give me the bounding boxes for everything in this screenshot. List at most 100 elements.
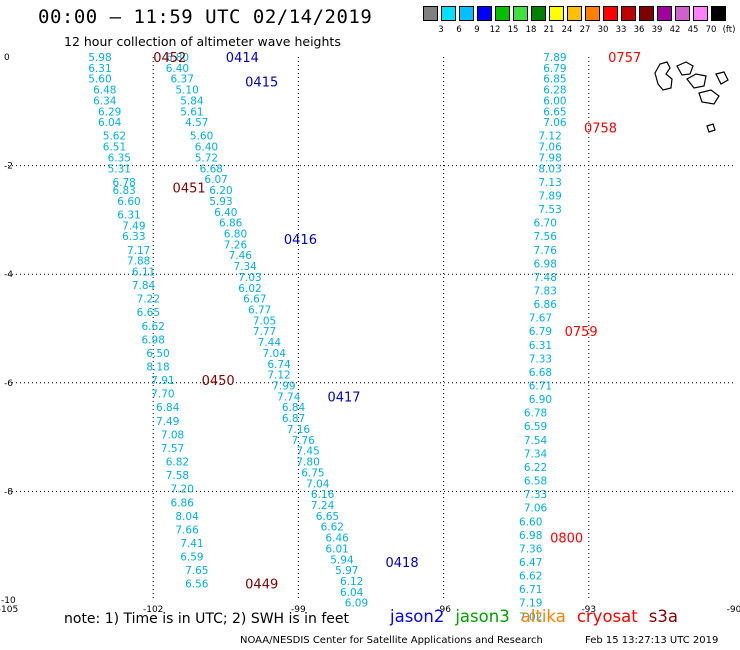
wave-height-label: 7.58 (166, 470, 189, 482)
y-tick-label: 0 (4, 53, 10, 63)
wave-height-label: 5.61 (180, 106, 203, 118)
wave-height-label: 5.72 (195, 152, 218, 164)
wave-height-label: 6.31 (529, 340, 552, 352)
legend-item: jason2 (390, 607, 445, 626)
wave-height-label: 6.83 (112, 185, 135, 197)
wave-height-label: 7.03 (238, 272, 261, 284)
wave-height-label: 6.04 (98, 117, 122, 129)
wave-height-label: 7.33 (524, 489, 547, 501)
x-tick-label: -99 (291, 605, 306, 615)
wave-height-label: 7.77 (253, 326, 276, 338)
wave-height-label: 6.16 (311, 489, 335, 501)
wave-height-label: 7.54 (524, 435, 548, 447)
scale-label: 18 (525, 25, 537, 35)
wave-height-label: 6.86 (219, 218, 243, 230)
wave-height-label: 7.05 (253, 315, 276, 327)
pass-time-label: 0800 (550, 532, 583, 547)
wave-height-label: 7.06 (543, 117, 567, 129)
wave-height-label: 5.93 (209, 196, 232, 208)
wave-height-label: 6.22 (524, 462, 547, 474)
wave-height-label: 6.50 (146, 348, 169, 360)
scale-swatch (567, 6, 582, 21)
wave-height-label: 6.31 (117, 209, 140, 221)
pass-time-label: 0415 (245, 75, 278, 90)
wave-height-label: 6.02 (238, 283, 261, 295)
wave-height-label: 6.37 (171, 74, 194, 86)
wave-height-label: 7.89 (538, 190, 561, 202)
x-tick-label: -93 (581, 605, 596, 615)
wave-height-label: 6.62 (321, 522, 344, 534)
wave-height-label: 6.40 (195, 142, 218, 154)
scale-label: 15 (507, 25, 519, 35)
generation-timestamp: Feb 15 13:27:13 UTC 2019 (585, 635, 719, 646)
scale-swatch (675, 6, 690, 21)
pass-time-label: 0759 (565, 325, 598, 340)
wave-height-label: 7.56 (534, 231, 558, 243)
wave-height-label: 8.03 (538, 163, 561, 175)
wave-height-label: 6.65 (543, 106, 566, 118)
wave-height-label: 7.24 (311, 500, 335, 512)
scale-swatch (657, 6, 672, 21)
wave-height-label: 6.78 (524, 408, 547, 420)
wave-height-label: 6.04 (340, 587, 364, 599)
island-outline (698, 89, 720, 105)
wave-height-label: 7.80 (296, 457, 319, 469)
scale-swatch (711, 6, 726, 21)
island-outline (676, 61, 694, 76)
wave-height-label: 7.98 (538, 152, 561, 164)
wave-height-label: 6.47 (519, 557, 542, 569)
scale-swatch (621, 6, 636, 21)
wave-height-label: 7.84 (132, 280, 156, 292)
map-title: 00:00 – 11:59 UTC 02/14/2019 (38, 6, 373, 28)
wave-height-label: 7.99 (272, 381, 295, 393)
wave-height-label: 7.06 (524, 503, 548, 515)
wave-height-label: 6.86 (534, 299, 558, 311)
wave-height-label: 7.19 (519, 598, 542, 610)
wave-height-label: 6.56 (185, 579, 209, 591)
scale-swatch (531, 6, 546, 21)
wave-height-label: 6.33 (122, 231, 145, 243)
wave-height-label: 6.68 (529, 367, 552, 379)
wave-height-label: 6.34 (93, 95, 117, 107)
scale-label: 12 (489, 25, 501, 35)
wave-height-label: 6.65 (316, 511, 339, 523)
wave-height-label: 5.97 (335, 565, 358, 577)
wave-height-label: 6.84 (156, 402, 180, 414)
wave-height-label: 7.53 (538, 204, 561, 216)
wave-height-label: 6.60 (519, 516, 542, 528)
scale-label: 3 (438, 25, 444, 35)
wave-height-label: 6.67 (243, 294, 266, 306)
pass-time-label: 0450 (202, 374, 235, 389)
x-tick-label: -105 (0, 605, 18, 615)
wave-height-label: 7.88 (127, 256, 150, 268)
pass-time-label: 0451 (173, 181, 206, 196)
scale-label: 21 (543, 25, 555, 35)
wave-height-label: 6.40 (214, 207, 237, 219)
pass-time-label: 0758 (584, 122, 617, 137)
wave-height-label: 6.58 (524, 476, 547, 488)
wave-height-label: 6.31 (88, 63, 111, 75)
scale-swatch (423, 6, 438, 21)
wave-height-label: 7.65 (185, 565, 208, 577)
scale-label: (ft) (722, 25, 736, 35)
wave-height-label: 6.59 (180, 552, 203, 564)
wave-height-label: 7.67 (529, 313, 552, 325)
x-tick-label: -96 (436, 605, 451, 615)
scale-swatch (459, 6, 474, 21)
wave-height-label: 6.98 (534, 258, 557, 270)
scale-label: 36 (633, 25, 645, 35)
pass-time-label: 0417 (327, 390, 360, 405)
x-tick-label: -102 (143, 605, 163, 615)
wave-height-label: 8.04 (175, 511, 199, 523)
wave-height-label: 6.00 (543, 95, 566, 107)
wave-height-label: 7.66 (175, 524, 199, 536)
wave-height-label: 6.62 (519, 571, 542, 583)
wave-height-label: 6.98 (142, 334, 165, 346)
scale-swatch (585, 6, 600, 21)
wave-height-label: 4.57 (185, 117, 208, 129)
scale-label: 24 (561, 25, 573, 35)
scale-label: 45 (687, 25, 699, 35)
wave-height-label: 7.12 (538, 131, 561, 143)
scale-label: 6 (456, 25, 462, 35)
wave-height-label: 6.46 (325, 533, 349, 545)
